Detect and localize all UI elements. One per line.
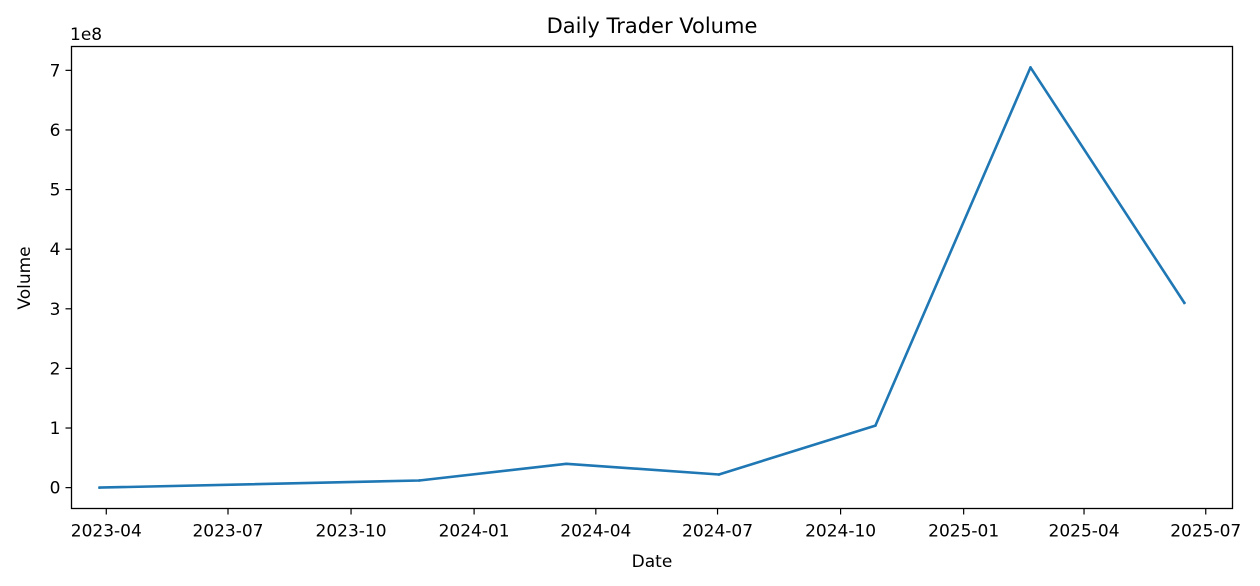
y-tick-label: 3 bbox=[50, 300, 61, 320]
y-tick-label: 2 bbox=[50, 359, 61, 379]
x-axis-label: Date bbox=[632, 552, 673, 572]
y-offset-label: 1e8 bbox=[70, 25, 102, 45]
y-tick-label: 1 bbox=[50, 419, 61, 439]
x-axis-ticks: 2023-04 2023-07 2023-10 2024-01 2024-04 2024-… bbox=[71, 508, 1241, 542]
y-tick-label: 0 bbox=[50, 479, 61, 499]
x-tick-label: 2024-10 bbox=[805, 522, 876, 542]
data-point bbox=[1183, 301, 1186, 305]
series-layer bbox=[98, 66, 1187, 489]
x-tick-label: 2023-07 bbox=[192, 522, 263, 542]
y-tick-label: 6 bbox=[50, 121, 61, 141]
y-axis-ticks: 0 1 2 3 4 5 6 7 bbox=[50, 61, 72, 499]
x-tick-label: 2023-10 bbox=[316, 522, 387, 542]
y-tick-label: 5 bbox=[50, 181, 61, 201]
x-tick-label: 2025-07 bbox=[1170, 522, 1241, 542]
x-tick-label: 2024-01 bbox=[439, 522, 510, 542]
data-point bbox=[98, 486, 101, 489]
x-tick-label: 2025-04 bbox=[1049, 522, 1120, 542]
y-tick-label: 4 bbox=[50, 240, 61, 260]
data-point bbox=[1029, 66, 1032, 69]
x-tick-label: 2023-04 bbox=[71, 522, 142, 542]
x-tick-label: 2024-04 bbox=[560, 522, 631, 542]
y-axis-label: Volume bbox=[15, 246, 35, 309]
chart-title: Daily Trader Volume bbox=[547, 14, 758, 38]
data-point bbox=[874, 424, 877, 427]
data-point bbox=[717, 473, 721, 476]
x-tick-label: 2024-07 bbox=[682, 522, 753, 542]
plot-frame bbox=[70, 45, 1234, 510]
x-tick-label: 2025-01 bbox=[928, 522, 999, 542]
y-tick-label: 7 bbox=[50, 61, 61, 81]
data-point bbox=[565, 462, 568, 466]
data-point bbox=[417, 479, 421, 482]
